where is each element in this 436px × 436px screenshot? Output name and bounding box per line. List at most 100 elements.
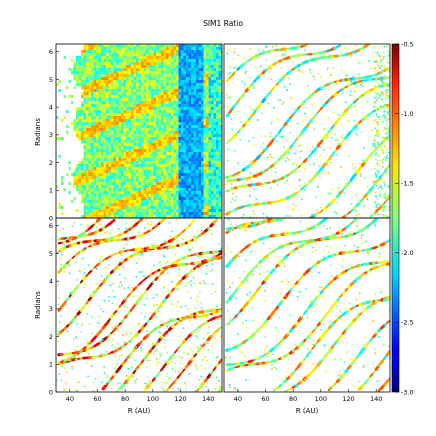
heatmap-cell — [101, 53, 104, 57]
heatmap-cell — [111, 59, 114, 63]
heatmap-cell — [201, 47, 204, 51]
heatmap-cell — [141, 83, 144, 87]
heatmap-cell — [116, 161, 119, 165]
heatmap-cell — [376, 164, 379, 167]
heatmap-cell — [166, 200, 169, 204]
heatmap-cell — [126, 215, 129, 218]
heatmap-cell — [237, 162, 239, 165]
heatmap-cell — [123, 89, 127, 93]
heatmap-cell — [103, 206, 107, 210]
heatmap-cell — [133, 197, 137, 201]
heatmap-cell — [88, 44, 92, 48]
heatmap-cell — [138, 203, 142, 207]
heatmap-cell — [143, 119, 147, 123]
heatmap-cell — [379, 186, 381, 188]
heatmap-cell — [203, 191, 207, 195]
heatmap-cell — [221, 209, 222, 213]
heatmap-cell — [163, 179, 167, 183]
heatmap-cell — [96, 59, 99, 63]
heatmap-cell — [166, 110, 169, 114]
heatmap-cell — [158, 47, 162, 51]
heatmap-cell — [146, 185, 149, 189]
heatmap-cell — [156, 140, 159, 144]
heatmap-cell — [262, 212, 265, 215]
heatmap-cell — [151, 89, 154, 93]
heatmap-cell — [131, 50, 134, 54]
heatmap-cell — [186, 47, 189, 51]
heatmap-cell — [196, 209, 199, 213]
heatmap-cell — [213, 59, 217, 63]
heatmap-cell — [206, 170, 209, 174]
heatmap-cell — [196, 140, 199, 144]
heatmap-cell — [133, 158, 137, 162]
heatmap-cell — [178, 155, 182, 159]
heatmap-cell — [206, 59, 209, 63]
heatmap-cell — [111, 56, 114, 60]
heatmap-cell — [243, 214, 245, 216]
heatmap-cell — [113, 161, 117, 165]
heatmap-cell — [71, 173, 74, 177]
heatmap-cell — [116, 92, 119, 96]
heatmap-cell — [267, 102, 270, 105]
heatmap-cell — [91, 170, 94, 174]
heatmap-cell — [171, 164, 174, 168]
heatmap-cell — [168, 155, 172, 159]
heatmap-cell — [123, 47, 127, 51]
heatmap-cell — [126, 161, 129, 165]
heatmap-cell — [73, 65, 77, 69]
heatmap-cell — [211, 116, 214, 120]
heatmap-cell — [111, 107, 114, 111]
heatmap-cell — [181, 212, 184, 216]
heatmap-cell — [101, 80, 104, 84]
heatmap-cell — [96, 77, 99, 81]
heatmap-cell — [193, 56, 197, 60]
heatmap-cell — [203, 125, 207, 129]
heatmap-cell — [196, 191, 199, 195]
heatmap-cell — [176, 161, 179, 165]
heatmap-cell — [143, 197, 147, 201]
heatmap-cell — [116, 158, 119, 162]
heatmap-cell — [387, 128, 390, 131]
heatmap-cell — [148, 137, 152, 141]
heatmap-cell — [141, 167, 144, 171]
heatmap-cell — [86, 92, 89, 96]
heatmap-cell — [216, 170, 219, 174]
heatmap-cell — [111, 176, 114, 180]
heatmap-cell — [191, 77, 194, 81]
heatmap-cell — [198, 197, 202, 201]
heatmap-cell — [88, 197, 92, 201]
heatmap-cell — [387, 82, 390, 85]
heatmap-cell — [218, 170, 222, 174]
heatmap-cell — [103, 95, 107, 99]
heatmap-cell — [143, 50, 147, 54]
heatmap-cell — [373, 106, 376, 108]
heatmap-cell — [383, 172, 385, 175]
heatmap-cell — [186, 131, 189, 135]
heatmap-cell — [156, 173, 159, 177]
heatmap-cell — [148, 86, 152, 90]
heatmap-cell — [88, 215, 92, 218]
heatmap-cell — [385, 215, 388, 217]
heatmap-cell — [380, 196, 383, 198]
heatmap-cell — [301, 71, 304, 74]
heatmap-cell — [166, 182, 169, 186]
heatmap-cell — [113, 149, 117, 153]
heatmap-cell — [188, 101, 192, 105]
heatmap-cell — [108, 140, 112, 144]
heatmap-cell — [153, 149, 157, 153]
heatmap-cell — [378, 213, 380, 216]
heatmap-cell — [158, 215, 162, 218]
heatmap-cell — [118, 209, 122, 213]
heatmap-cell — [93, 179, 97, 183]
heatmap-cell — [216, 77, 219, 81]
heatmap-cell — [193, 74, 197, 78]
heatmap-cell — [196, 89, 199, 93]
heatmap-cell — [188, 86, 192, 90]
heatmap-cell — [153, 164, 157, 168]
heatmap-cell — [166, 95, 169, 99]
heatmap-cell — [136, 167, 139, 171]
heatmap-cell — [166, 59, 169, 63]
heatmap-cell — [178, 161, 182, 165]
heatmap-cell — [153, 206, 157, 210]
